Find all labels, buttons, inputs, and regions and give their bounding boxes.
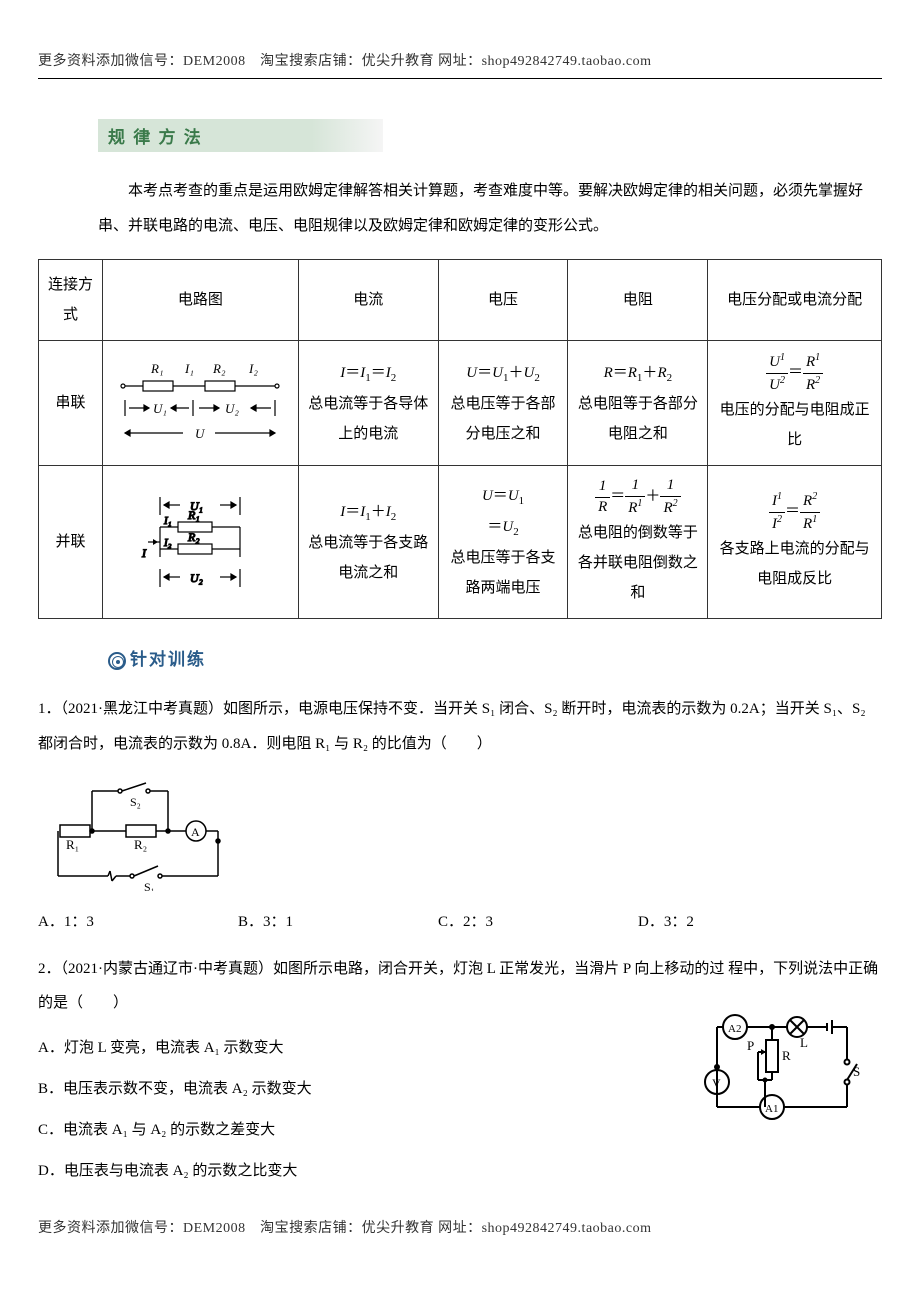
section-tag-rules: 规 律 方 法: [98, 119, 383, 152]
cell-parallel-diagram: U₁ I₁ I₂ R₁ R₂: [102, 466, 298, 619]
parallel-dist-text: 各支路上电流的分配与电阻成反比: [720, 541, 870, 587]
question-1: 1．（2021·黑龙江中考真题）如图所示，电源电压保持不变．当开关 S₁ 闭合、…: [38, 692, 882, 761]
q2-opt-d: D．电压表与电流表 A₂ 的示数之比变大: [38, 1152, 882, 1191]
svg-text:L: L: [800, 1035, 808, 1050]
cell-series-resistance: R＝R1＋R2 总电阻等于各部分电阻之和: [568, 341, 708, 466]
intro-text: 本考点考查的重点是运用欧姆定律解答相关计算题，考查难度中等。要解决欧姆定律的相关…: [98, 183, 863, 234]
q1-options: A．1：3 B．3：1 C．2：3 D．3：2: [38, 905, 882, 940]
q2-text-1: 2．（2021·内蒙古通辽市·中考真题）如图所示电路，闭合开关，灯泡 L 正常发…: [38, 961, 724, 977]
page-footer: 更多资料添加微信号：DEM2008 淘宝搜索店铺：优尖升教育 网址：shop49…: [38, 1193, 882, 1237]
parallel-current-text: 总电流等于各支路电流之和: [308, 535, 428, 581]
svg-text:A2: A2: [728, 1023, 741, 1035]
question-2: 2．（2021·内蒙古通辽市·中考真题）如图所示电路，闭合开关，灯泡 L 正常发…: [38, 952, 882, 1021]
q1-opt-c: C．2：3: [438, 905, 578, 940]
svg-text:U₂: U₂: [190, 571, 203, 585]
q1-figure: A R₁ R₂ S₂ S₁: [38, 771, 882, 891]
question-2-wrap: 2．（2021·内蒙古通辽市·中考真题）如图所示电路，闭合开关，灯泡 L 正常发…: [38, 952, 882, 1191]
svg-text:I: I: [141, 546, 147, 560]
th-connection: 连接方式: [39, 260, 103, 341]
cell-parallel-label: 并联: [39, 466, 103, 619]
svg-text:R₂: R₂: [187, 530, 200, 544]
svg-text:U₁: U₁: [153, 401, 167, 416]
q1-opt-b: B．3：1: [238, 905, 378, 940]
target-icon: [108, 652, 126, 670]
svg-text:S: S: [853, 1064, 860, 1079]
svg-text:R₂: R₂: [134, 837, 147, 852]
svg-text:R₂: R₂: [212, 361, 226, 376]
section-tag-practice: 针对训练: [98, 641, 216, 674]
cell-parallel-resistance: 1R＝1R1＋1R2 总电阻的倒数等于各并联电阻倒数之和: [568, 466, 708, 619]
th-current: 电流: [298, 260, 438, 341]
th-resistance: 电阻: [568, 260, 708, 341]
svg-text:U₂: U₂: [225, 401, 239, 416]
parallel-resistance-text: 总电阻的倒数等于各并联电阻倒数之和: [578, 525, 698, 601]
svg-text:R₁: R₁: [150, 361, 163, 376]
q1-text-1: 1．（2021·黑龙江中考真题）如图所示，电源电压保持不变．当开关 S₁ 闭合、…: [38, 701, 726, 717]
page-header: 更多资料添加微信号：DEM2008 淘宝搜索店铺：优尖升教育 网址：shop49…: [38, 50, 882, 79]
series-current-text: 总电流等于各导体上的电流: [308, 396, 428, 442]
svg-text:R: R: [782, 1048, 791, 1063]
table-header-row: 连接方式 电路图 电流 电压 电阻 电压分配或电流分配: [39, 260, 882, 341]
th-voltage: 电压: [438, 260, 568, 341]
series-circuit-icon: R₁ I₁ R₂ I₂: [115, 358, 285, 448]
intro-paragraph: 本考点考查的重点是运用欧姆定律解答相关计算题，考查难度中等。要解决欧姆定律的相关…: [38, 174, 882, 243]
svg-text:I₂: I₂: [163, 537, 172, 549]
q2-circuit-icon: A1 A2: [702, 1012, 862, 1122]
table-row-series: 串联 R₁ I₁ R₂ I₂: [39, 341, 882, 466]
parallel-voltage-text: 总电压等于各支路两端电压: [451, 550, 556, 596]
cell-series-voltage: U＝U1＋U2 总电压等于各部分电压之和: [438, 341, 568, 466]
svg-text:P: P: [747, 1038, 754, 1053]
svg-text:I₁: I₁: [163, 515, 172, 527]
svg-text:S₂: S₂: [130, 795, 141, 809]
cell-parallel-dist: I1I2＝R2R1 各支路上电流的分配与电阻成反比: [708, 466, 882, 619]
cell-parallel-voltage: U＝U1 ＝U2 总电压等于各支路两端电压: [438, 466, 568, 619]
svg-text:S₁: S₁: [144, 880, 155, 891]
svg-text:V: V: [712, 1076, 721, 1090]
cell-series-label: 串联: [39, 341, 103, 466]
q1-opt-d: D．3：2: [638, 905, 778, 940]
svg-text:R₁: R₁: [187, 508, 200, 522]
q1-opt-a: A．1：3: [38, 905, 178, 940]
svg-text:A1: A1: [765, 1103, 778, 1115]
cell-series-diagram: R₁ I₁ R₂ I₂: [102, 341, 298, 466]
cell-series-dist: U1U2＝R1R2 电压的分配与电阻成正比: [708, 341, 882, 466]
series-dist-text: 电压的分配与电阻成正比: [720, 402, 870, 448]
th-distribution: 电压分配或电流分配: [708, 260, 882, 341]
svg-text:I₂: I₂: [248, 361, 258, 376]
th-diagram: 电路图: [102, 260, 298, 341]
series-voltage-text: 总电压等于各部分电压之和: [451, 396, 556, 442]
series-resistance-text: 总电阻等于各部分电阻之和: [578, 396, 698, 442]
q1-circuit-icon: A R₁ R₂ S₂ S₁: [38, 771, 238, 891]
parallel-circuit-icon: U₁ I₁ I₂ R₁ R₂: [140, 487, 260, 597]
rules-table: 连接方式 电路图 电流 电压 电阻 电压分配或电流分配 串联: [38, 259, 882, 619]
cell-series-current: I＝I1＝I2 总电流等于各导体上的电流: [298, 341, 438, 466]
practice-label: 针对训练: [130, 650, 206, 669]
svg-text:U: U: [195, 426, 206, 441]
q2-figure: A1 A2: [702, 1012, 862, 1127]
table-row-parallel: 并联 U₁: [39, 466, 882, 619]
svg-text:R₁: R₁: [66, 837, 79, 852]
svg-text:A: A: [191, 825, 200, 839]
svg-text:I₁: I₁: [184, 361, 194, 376]
cell-parallel-current: I＝I1＋I2 总电流等于各支路电流之和: [298, 466, 438, 619]
